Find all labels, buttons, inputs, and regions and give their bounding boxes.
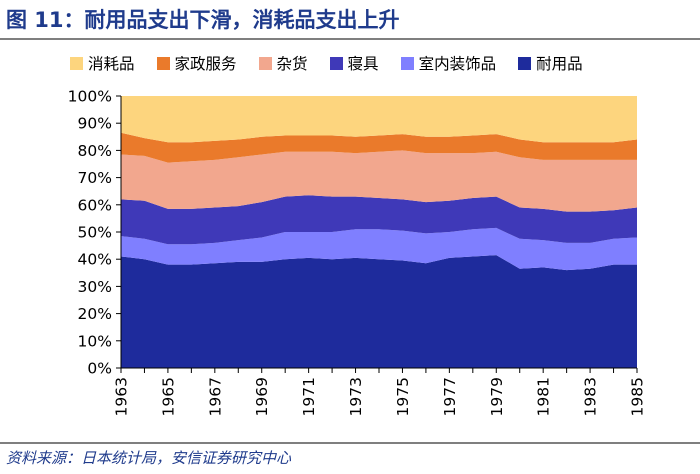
y-tick-label: 80% xyxy=(78,142,112,160)
legend-swatch xyxy=(70,56,83,70)
y-tick-label: 50% xyxy=(78,224,112,242)
area-series-1 xyxy=(121,227,637,271)
y-tick-label: 10% xyxy=(78,332,112,350)
legend: 消耗品 家政服务 杂货 寝具 室内装饰品 耐用品 xyxy=(70,52,583,74)
legend-label: 耐用品 xyxy=(536,55,583,73)
x-tick-label: 1969 xyxy=(253,377,271,416)
legend-item: 杂货 xyxy=(258,52,308,74)
title-divider xyxy=(0,38,700,40)
y-axis-ticks: 0% 10% 20% 30% 40% 50% 60% 70% 80% 90% 100% xyxy=(68,88,121,378)
legend-swatch xyxy=(329,56,343,70)
legend-swatch xyxy=(258,56,272,70)
y-tick-label: 90% xyxy=(78,115,112,133)
area-series-3 xyxy=(121,150,637,212)
legend-swatch xyxy=(400,56,414,70)
legend-label: 消耗品 xyxy=(88,55,135,73)
legend-item: 寝具 xyxy=(329,52,379,74)
source-note: 资料来源：日本统计局，安信证券研究中心 xyxy=(6,449,292,467)
x-axis-ticks: 1963 1965 1967 1969 1971 1973 1975 1977 1979 1981… xyxy=(113,368,647,416)
legend-label: 寝具 xyxy=(347,55,379,73)
y-tick-label: 30% xyxy=(78,278,112,296)
x-tick-label: 1973 xyxy=(347,377,365,416)
y-tick-label: 20% xyxy=(78,305,112,323)
area-layers xyxy=(121,96,637,368)
area-series-0 xyxy=(121,255,637,368)
legend-label: 室内装饰品 xyxy=(418,55,497,73)
y-tick-label: 60% xyxy=(78,196,112,214)
legend-item: 消耗品 xyxy=(70,52,135,74)
legend-swatch xyxy=(156,56,170,70)
x-tick-label: 1975 xyxy=(394,377,412,416)
y-tick-label: 70% xyxy=(78,169,112,187)
x-tick-label: 1967 xyxy=(206,377,224,416)
chart-title: 图 11：耐用品支出下滑，消耗品支出上升 xyxy=(6,8,400,32)
y-tick-label: 0% xyxy=(87,360,112,378)
x-tick-label: 1971 xyxy=(300,377,318,416)
area-series-2 xyxy=(121,195,637,245)
x-tick-label: 1979 xyxy=(488,377,506,416)
legend-item: 家政服务 xyxy=(156,52,237,74)
legend-label: 杂货 xyxy=(276,55,308,73)
x-tick-label: 1963 xyxy=(113,377,131,416)
legend-swatch xyxy=(518,56,532,70)
legend-item: 室内装饰品 xyxy=(400,52,497,74)
x-tick-label: 1965 xyxy=(159,377,177,416)
legend-label: 家政服务 xyxy=(174,55,237,73)
x-tick-label: 1981 xyxy=(535,377,553,416)
x-tick-label: 1983 xyxy=(582,377,600,416)
source-divider xyxy=(0,442,700,444)
legend-item: 耐用品 xyxy=(518,52,583,74)
area-series-4 xyxy=(121,132,637,163)
x-tick-label: 1977 xyxy=(441,377,459,416)
y-tick-label: 40% xyxy=(78,251,112,269)
x-tick-label: 1985 xyxy=(629,377,647,416)
area-series-5 xyxy=(121,96,637,143)
y-tick-label: 100% xyxy=(68,88,112,106)
